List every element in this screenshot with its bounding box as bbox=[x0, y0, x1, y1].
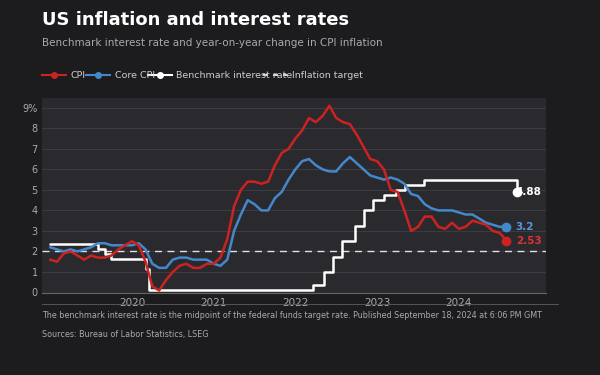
Text: Sources: Bureau of Labor Statistics, LSEG: Sources: Bureau of Labor Statistics, LSE… bbox=[42, 330, 209, 339]
Text: Benchmark interest rate: Benchmark interest rate bbox=[176, 70, 293, 80]
Text: 2.53: 2.53 bbox=[516, 236, 542, 246]
Text: Benchmark interest rate and year-on-year change in CPI inflation: Benchmark interest rate and year-on-year… bbox=[42, 38, 383, 48]
Text: 4.88: 4.88 bbox=[516, 188, 542, 197]
Text: CPI: CPI bbox=[71, 70, 86, 80]
Text: US inflation and interest rates: US inflation and interest rates bbox=[42, 11, 349, 29]
Text: The benchmark interest rate is the midpoint of the federal funds target rate. Pu: The benchmark interest rate is the midpo… bbox=[42, 311, 542, 320]
Text: Core CPI: Core CPI bbox=[115, 70, 155, 80]
Text: Inflation target: Inflation target bbox=[292, 70, 363, 80]
Text: 3.2: 3.2 bbox=[516, 222, 534, 232]
